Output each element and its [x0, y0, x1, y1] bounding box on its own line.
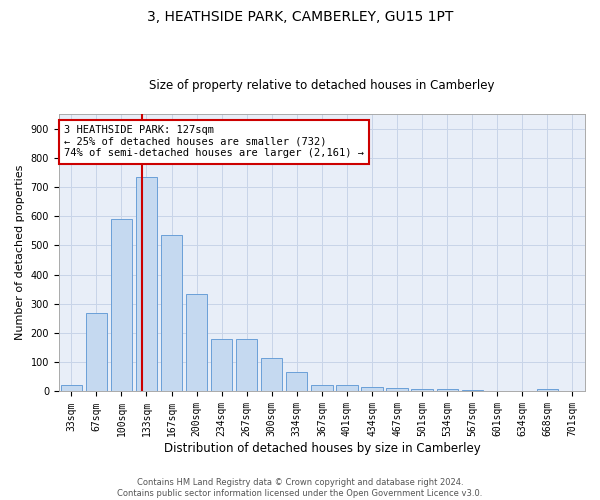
Bar: [361, 388, 383, 392]
Bar: [286, 372, 307, 392]
Bar: [86, 312, 107, 392]
Bar: [461, 390, 483, 392]
Bar: [186, 294, 207, 392]
Title: Size of property relative to detached houses in Camberley: Size of property relative to detached ho…: [149, 79, 494, 92]
Bar: [311, 385, 332, 392]
Text: Contains HM Land Registry data © Crown copyright and database right 2024.
Contai: Contains HM Land Registry data © Crown c…: [118, 478, 482, 498]
X-axis label: Distribution of detached houses by size in Camberley: Distribution of detached houses by size …: [164, 442, 480, 455]
Bar: [261, 358, 283, 392]
Bar: [412, 389, 433, 392]
Y-axis label: Number of detached properties: Number of detached properties: [15, 165, 25, 340]
Bar: [161, 235, 182, 392]
Bar: [111, 219, 132, 392]
Bar: [437, 389, 458, 392]
Bar: [211, 340, 232, 392]
Bar: [236, 340, 257, 392]
Bar: [136, 177, 157, 392]
Bar: [537, 390, 558, 392]
Bar: [386, 388, 408, 392]
Text: 3, HEATHSIDE PARK, CAMBERLEY, GU15 1PT: 3, HEATHSIDE PARK, CAMBERLEY, GU15 1PT: [147, 10, 453, 24]
Bar: [336, 385, 358, 392]
Text: 3 HEATHSIDE PARK: 127sqm
← 25% of detached houses are smaller (732)
74% of semi-: 3 HEATHSIDE PARK: 127sqm ← 25% of detach…: [64, 125, 364, 158]
Bar: [61, 385, 82, 392]
